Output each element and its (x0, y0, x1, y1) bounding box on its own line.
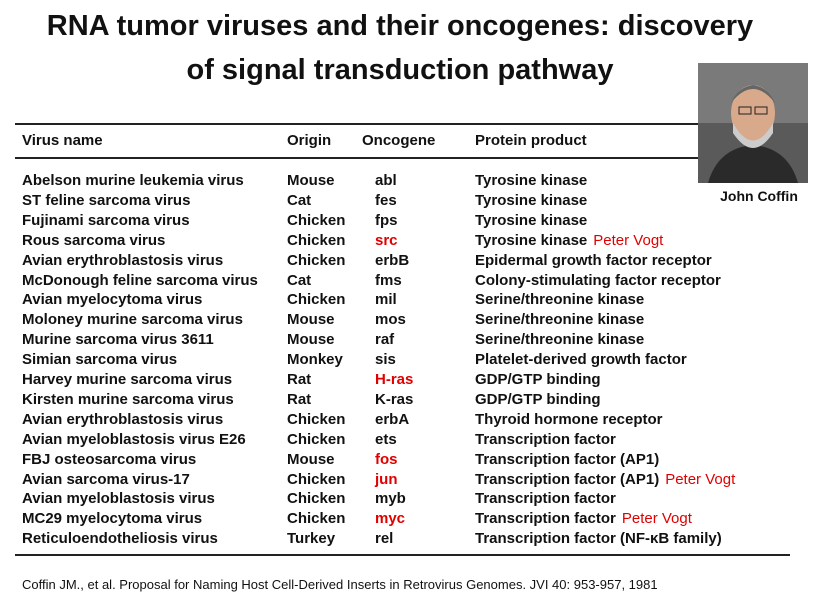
oncogene-cell: K-ras (375, 390, 414, 408)
virus-cell: Avian myeloblastosis virus (22, 490, 215, 508)
photo-caption: John Coffin (720, 188, 798, 204)
virus-cell: Reticuloendotheliosis virus (22, 530, 218, 548)
origin-cell: Chicken (287, 251, 346, 269)
protein-cell: Tyrosine kinase (475, 191, 588, 209)
protein-cell: Epidermal growth factor receptor (475, 251, 712, 269)
protein-cell: Transcription factor (NF-κB family) (475, 530, 722, 548)
protein-cell: Transcription factor (475, 490, 616, 508)
rule (15, 157, 698, 159)
origin-cell: Chicken (287, 510, 346, 528)
origin-cell: Monkey (287, 351, 343, 369)
origin-cell: Cat (287, 191, 312, 209)
virus-cell: Fujinami sarcoma virus (22, 211, 190, 229)
protein-cell: Tyrosine kinase (475, 172, 588, 189)
photo (698, 63, 808, 183)
origin-cell: Chicken (287, 211, 346, 229)
virus-cell: Moloney murine sarcoma virus (22, 311, 243, 329)
virus-cell: Avian myeloblastosis virus E26 (22, 430, 246, 448)
oncogene-cell: fms (375, 271, 402, 289)
oncogene-cell: fos (375, 450, 398, 468)
protein-cell: Transcription factor (475, 430, 616, 448)
oncogene-cell: abl (375, 172, 397, 189)
protein-cell: Transcription factor (AP1) (475, 450, 660, 468)
protein-cell: GDP/GTP binding (475, 390, 601, 408)
protein-cell: Tyrosine kinase (475, 211, 588, 229)
oncogene-cell: sis (375, 351, 396, 369)
header-cell: Protein product (475, 132, 587, 149)
virus-cell: Simian sarcoma virus (22, 351, 178, 369)
rule (15, 123, 698, 125)
origin-cell: Chicken (287, 410, 346, 428)
virus-cell: Avian myelocytoma virus (22, 291, 203, 309)
origin-cell: Mouse (287, 172, 335, 189)
oncogene-cell: fes (375, 191, 397, 209)
virus-cell: ST feline sarcoma virus (22, 191, 191, 209)
header-cell: Origin (287, 132, 332, 149)
virus-cell: Avian erythroblastosis virus (22, 251, 224, 269)
oncogene-cell: raf (375, 331, 395, 349)
note: Peter Vogt (621, 510, 692, 528)
virus-cell: FBJ osteosarcoma virus (22, 450, 197, 468)
protein-cell: Thyroid hormone receptor (475, 410, 663, 428)
note: Peter Vogt (593, 231, 664, 249)
oncogene-cell: jun (375, 470, 398, 488)
virus-cell: Abelson murine leukemia virus (22, 172, 244, 189)
origin-cell: Chicken (287, 291, 346, 309)
oncogene-cell: ets (375, 430, 397, 448)
title-line: RNA tumor viruses and their oncogenes: d… (46, 10, 754, 42)
origin-cell: Chicken (287, 470, 346, 488)
protein-cell: Serine/threonine kinase (475, 311, 645, 329)
oncogene-cell: erbA (375, 410, 410, 428)
origin-cell: Mouse (287, 450, 335, 468)
virus-cell: Murine sarcoma virus 3611 (22, 331, 214, 349)
oncogene-cell: src (375, 231, 398, 249)
oncogene-cell: mos (375, 311, 406, 329)
origin-cell: Rat (287, 371, 312, 388)
oncogene-cell: fps (375, 211, 398, 229)
virus-cell: Kirsten murine sarcoma virus (22, 390, 234, 408)
citation: Coffin JM., et al. Proposal for Naming H… (22, 577, 658, 592)
origin-cell: Rat (287, 390, 312, 408)
protein-cell: Serine/threonine kinase (475, 291, 645, 309)
title-line: of signal transduction pathway (186, 54, 614, 86)
protein-cell: GDP/GTP binding (475, 371, 601, 388)
origin-cell: Turkey (287, 530, 336, 548)
oncogene-cell: erbB (375, 251, 410, 269)
oncogene-cell: mil (375, 291, 397, 309)
virus-cell: Rous sarcoma virus (22, 231, 166, 249)
virus-cell: MC29 myelocytoma virus (22, 510, 203, 528)
virus-cell: Avian sarcoma virus-17 (22, 470, 190, 488)
protein-cell: Transcription factor (AP1) Peter Vogt (475, 470, 736, 488)
virus-cell: Harvey murine sarcoma virus (22, 371, 233, 388)
origin-cell: Mouse (287, 331, 335, 349)
oncogene-cell: rel (375, 530, 394, 548)
header-cell: Oncogene (362, 132, 436, 149)
header-cell: Virus name (22, 132, 103, 149)
protein-cell: Tyrosine kinase Peter Vogt (475, 231, 664, 249)
origin-cell: Mouse (287, 311, 335, 329)
protein-cell: Serine/threonine kinase (475, 331, 645, 349)
origin-cell: Cat (287, 271, 312, 289)
protein-cell: Colony-stimulating factor receptor (475, 271, 721, 289)
virus-cell: McDonough feline sarcoma virus (22, 271, 258, 289)
protein-cell: Transcription factor Peter Vogt (475, 510, 692, 528)
origin-cell: Chicken (287, 430, 346, 448)
oncogene-cell: myb (375, 490, 406, 508)
origin-cell: Chicken (287, 490, 346, 508)
note: Peter Vogt (665, 470, 736, 488)
virus-cell: Avian erythroblastosis virus (22, 410, 224, 428)
oncogene-cell: myc (375, 510, 406, 528)
rule (15, 554, 790, 556)
oncogene-cell: H-ras (375, 371, 414, 388)
origin-cell: Chicken (287, 231, 346, 249)
protein-cell: Platelet-derived growth factor (475, 351, 687, 369)
